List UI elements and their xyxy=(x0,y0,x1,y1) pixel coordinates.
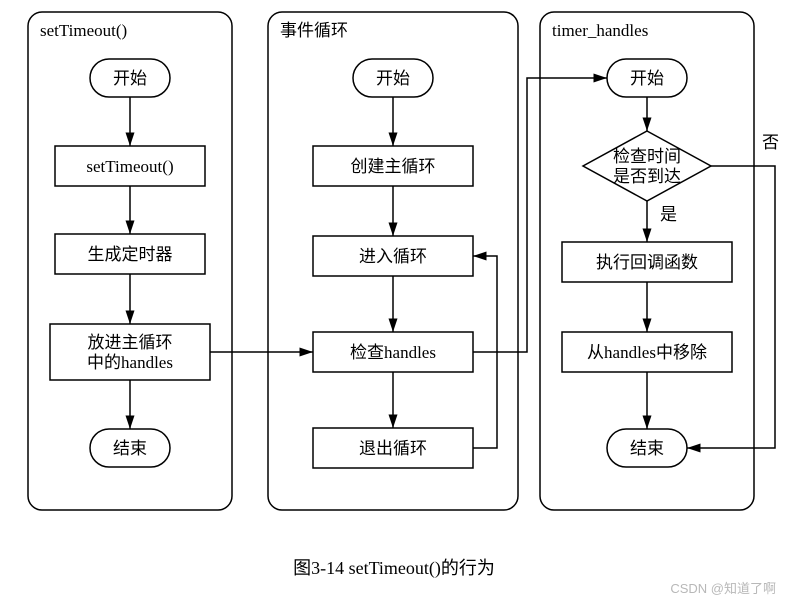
node-label: setTimeout() xyxy=(86,157,173,176)
node-b_create: 创建主循环 xyxy=(313,146,473,186)
node-label: 执行回调函数 xyxy=(596,253,698,272)
node-label: 开始 xyxy=(630,69,664,88)
panel-title: 事件循环 xyxy=(280,21,348,40)
node-label: 检查handles xyxy=(350,343,436,362)
node-label: 从handles中移除 xyxy=(587,343,707,362)
panel-title: timer_handles xyxy=(552,21,648,40)
node-label: 结束 xyxy=(630,439,664,458)
node-a_end: 结束 xyxy=(90,429,170,467)
node-label: 中的handles xyxy=(87,353,173,372)
node-b_check: 检查handles xyxy=(313,332,473,372)
node-label: 开始 xyxy=(113,69,147,88)
edge xyxy=(687,166,775,448)
node-label: 生成定时器 xyxy=(88,245,173,264)
figure-caption: 图3-14 setTimeout()的行为 xyxy=(0,554,788,580)
node-label: 开始 xyxy=(376,69,410,88)
node-label: 进入循环 xyxy=(359,247,427,266)
node-b_start: 开始 xyxy=(353,59,433,97)
node-label: 退出循环 xyxy=(359,439,427,458)
node-label: 放进主循环 xyxy=(88,333,173,352)
node-c_cond: 检查时间是否到达 xyxy=(583,131,711,201)
node-c_end: 结束 xyxy=(607,429,687,467)
node-c_start: 开始 xyxy=(607,59,687,97)
node-a_put: 放进主循环中的handles xyxy=(50,324,210,380)
node-c_exec: 执行回调函数 xyxy=(562,242,732,282)
node-label: 是否到达 xyxy=(613,167,681,186)
node-label: 创建主循环 xyxy=(351,157,436,176)
node-a_start: 开始 xyxy=(90,59,170,97)
node-c_remove: 从handles中移除 xyxy=(562,332,732,372)
node-label: 检查时间 xyxy=(613,147,681,166)
node-b_exit: 退出循环 xyxy=(313,428,473,468)
flowchart-diagram: setTimeout() 事件循环 timer_handles 开始 setTimeou… xyxy=(0,0,788,560)
edge-label: 是 xyxy=(660,205,677,224)
edge-label: 否 xyxy=(762,133,779,152)
node-label: 结束 xyxy=(113,439,147,458)
node-b_enter: 进入循环 xyxy=(313,236,473,276)
node-a_timeout: setTimeout() xyxy=(55,146,205,186)
panel-title: setTimeout() xyxy=(40,21,127,40)
watermark: CSDN @知道了啊 xyxy=(670,578,776,597)
node-a_gen: 生成定时器 xyxy=(55,234,205,274)
